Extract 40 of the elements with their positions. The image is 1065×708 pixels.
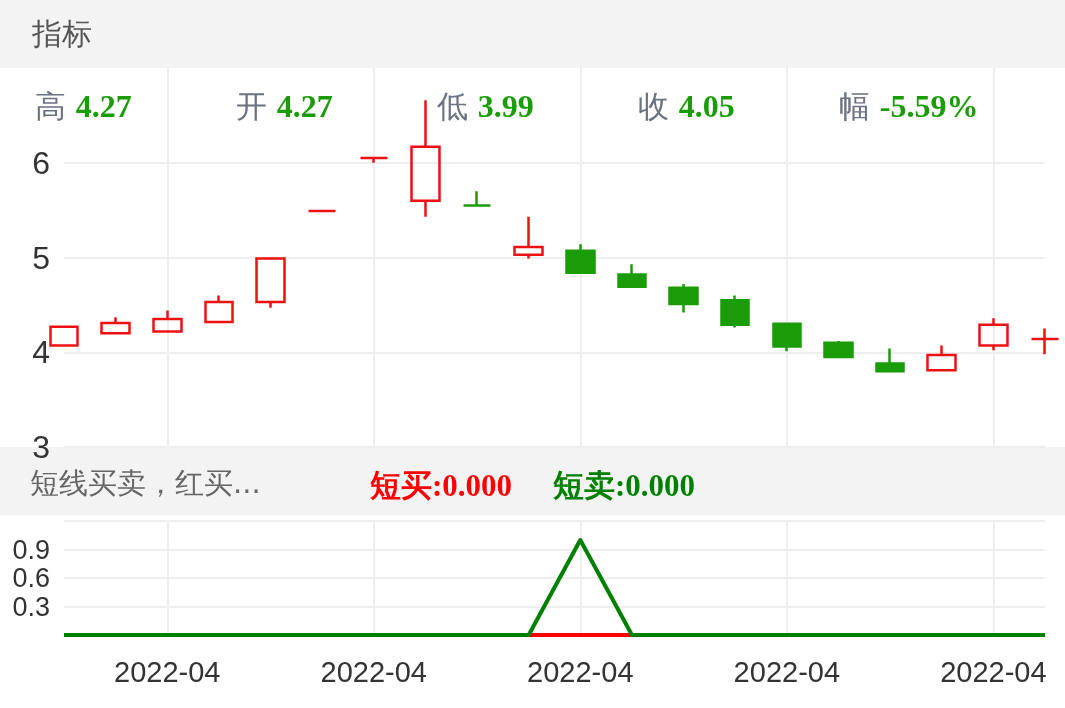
text: 短买:0.000	[370, 467, 513, 505]
y-tick-label: 3	[32, 429, 50, 465]
candlestick	[617, 262, 647, 290]
annotation: 收 4.05	[638, 88, 735, 124]
annotation: 开 4.27	[236, 88, 333, 124]
candlestick	[49, 325, 79, 347]
candlestick	[462, 189, 492, 207]
y-tick-label: 0.6	[12, 563, 50, 593]
y-tick-label: 0.9	[12, 534, 50, 565]
text: 短线买卖，红买...	[30, 465, 261, 502]
candlestick	[100, 315, 131, 335]
candlestick	[978, 316, 1009, 352]
candlestick	[720, 294, 750, 329]
candlestick	[875, 347, 905, 373]
candlestick	[359, 156, 389, 164]
candlestick	[513, 215, 544, 260]
candlestick	[255, 257, 286, 309]
series-label: 短卖:0.000	[553, 467, 696, 505]
x-tick-label: 2022-04	[733, 655, 841, 688]
y-tick-label: 5	[32, 239, 50, 276]
y-tick-label: 0.3	[12, 591, 50, 622]
candlestick	[204, 294, 234, 325]
candlestick	[307, 209, 337, 213]
candlestick	[772, 322, 802, 353]
candlestick	[565, 242, 596, 274]
candlestick	[668, 282, 699, 314]
candlestick	[1030, 327, 1060, 356]
candlestick	[152, 309, 183, 334]
x-tick-label: 2022-04	[320, 655, 428, 688]
x-tick-label: 2022-04	[940, 655, 1047, 688]
annotation: 高 4.27	[35, 88, 132, 124]
annotation: 低 3.99	[437, 88, 534, 124]
x-tick-label: 2022-04	[527, 655, 634, 688]
candlestick	[823, 339, 854, 359]
y-tick-label: 4	[32, 334, 50, 371]
candlestick	[926, 344, 957, 372]
y-tick-label: 6	[32, 144, 50, 181]
chart-title: 指标	[32, 15, 92, 53]
annotation: 幅 -5.59%	[839, 88, 979, 124]
x-tick-label: 2022-04	[114, 655, 221, 688]
